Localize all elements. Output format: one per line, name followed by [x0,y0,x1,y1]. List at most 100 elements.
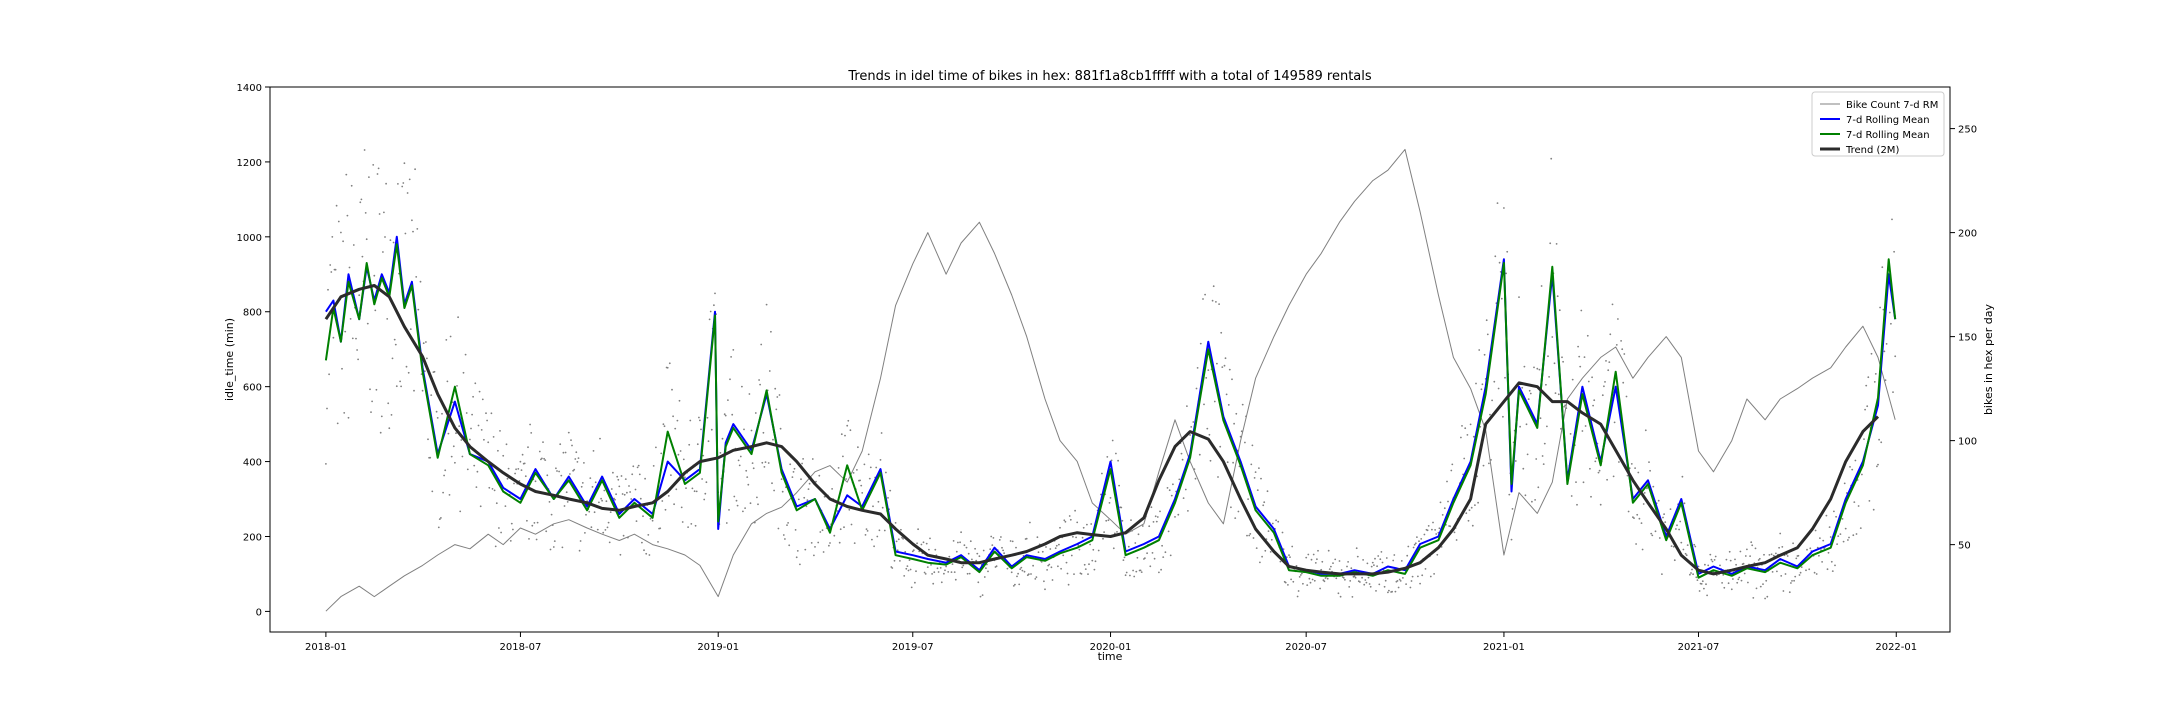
scatter-point [985,567,987,570]
scatter-point [1843,482,1846,485]
scatter-point [366,322,369,325]
scatter-point [1353,575,1356,578]
scatter-point [1072,535,1074,538]
scatter-point [928,548,930,551]
scatter-point [1752,597,1755,599]
scatter-point [1489,413,1491,416]
scatter-point [1317,549,1319,552]
scatter-point [493,489,496,492]
scatter-point [909,568,912,571]
scatter-point [1019,568,1022,570]
scatter-point [371,400,373,403]
scatter-point [1486,333,1489,336]
scatter-point [719,452,722,454]
scatter-point [427,438,429,441]
scatter-point [915,570,917,573]
scatter-point [684,476,686,479]
scatter-point [634,488,637,491]
scatter-point [340,231,342,234]
scatter-point [395,385,398,388]
scatter-point [932,582,935,585]
scatter-point [419,280,422,283]
scatter-point [1819,537,1821,539]
scatter-point [705,481,708,484]
scatter-point [689,419,692,422]
scatter-point [569,473,571,475]
y-tick-label: 400 [243,458,262,469]
scatter-point [1728,550,1731,553]
scatter-point [967,552,970,555]
scatter-point [1554,392,1557,394]
y2-tick-label: 50 [1958,541,1971,552]
scatter-point [1885,343,1888,345]
scatter-point [1746,548,1748,551]
scatter-point [733,495,736,498]
scatter-point [1475,382,1477,385]
scatter-point [1482,464,1485,467]
scatter-point [1563,405,1565,408]
x-tick-label: 2021-01 [1483,642,1525,653]
scatter-point [596,528,599,531]
scatter-point [727,399,729,401]
scatter-point [1107,519,1110,522]
scatter-point [1654,530,1657,533]
scatter-point [1414,542,1417,545]
scatter-point [1751,544,1754,547]
scatter-point [1380,551,1383,553]
scatter-point [1636,513,1639,516]
scatter-point [709,310,712,313]
scatter-point [1089,543,1091,546]
scatter-point [1531,500,1533,503]
scatter-point [1308,577,1311,580]
scatter-point [369,388,371,391]
scatter-point [779,427,782,430]
scatter-point [1048,563,1051,566]
scatter-point [1750,541,1753,544]
scatter-point [341,367,343,370]
scatter-point [1739,550,1742,553]
scatter-point [1264,549,1267,552]
scatter-point [490,412,493,415]
scatter-point [747,483,750,486]
scatter-point [848,508,851,511]
scatter-point [1477,501,1479,504]
scatter-point [479,505,482,508]
scatter-point [1498,261,1501,264]
scatter-point [1054,547,1057,550]
scatter-point [1292,580,1295,583]
scatter-point [348,266,351,269]
scatter-point [1599,503,1602,506]
scatter-point [1016,575,1018,578]
scatter-point [591,486,594,488]
scatter-point [1049,548,1052,550]
scatter-point [1818,554,1820,557]
scatter-point [585,513,587,516]
scatter-point [869,466,872,469]
scatter-point [751,462,754,464]
scatter-point [708,318,711,321]
scatter-point [510,522,513,525]
scatter-point [813,554,815,557]
scatter-point [1307,553,1310,556]
scatter-point [1465,512,1468,515]
scatter-point [1180,452,1183,455]
scatter-point [1097,549,1100,552]
scatter-point [423,370,426,373]
scatter-point [1503,207,1505,209]
scatter-point [756,496,758,499]
scatter-point [1672,545,1675,548]
scatter-point [1118,484,1120,487]
scatter-point [1658,537,1661,539]
scatter-point [471,413,473,416]
scatter-point [685,487,687,489]
scatter-point [399,380,401,383]
scatter-point [1529,392,1532,395]
scatter-point [618,485,621,488]
scatter-point [1429,575,1432,578]
scatter-point [635,520,638,522]
scatter-point [1536,367,1539,370]
scatter-point [752,467,755,470]
scatter-point [477,424,480,427]
scatter-point [1060,567,1062,570]
scatter-point [559,443,562,446]
